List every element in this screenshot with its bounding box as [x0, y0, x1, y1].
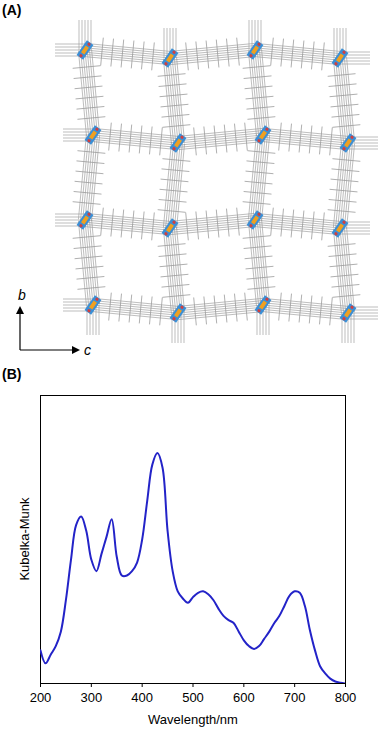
svg-text:500: 500 [182, 690, 204, 705]
svg-text:c: c [84, 342, 91, 358]
svg-text:400: 400 [131, 690, 153, 705]
html-text:(A): (A) [2, 2, 22, 18]
html-text:(B): (B) [2, 366, 22, 382]
svg-text:600: 600 [233, 690, 255, 705]
svg-text:b: b [18, 287, 26, 303]
html-text:Kubelka-Munk: Kubelka-Munk [16, 497, 32, 581]
svg-text:200: 200 [30, 690, 52, 705]
svg-text:300: 300 [80, 690, 102, 705]
svg-text:800: 800 [335, 690, 357, 705]
svg-text:Wavelength/nm: Wavelength/nm [148, 712, 238, 727]
svg-text:700: 700 [284, 690, 306, 705]
